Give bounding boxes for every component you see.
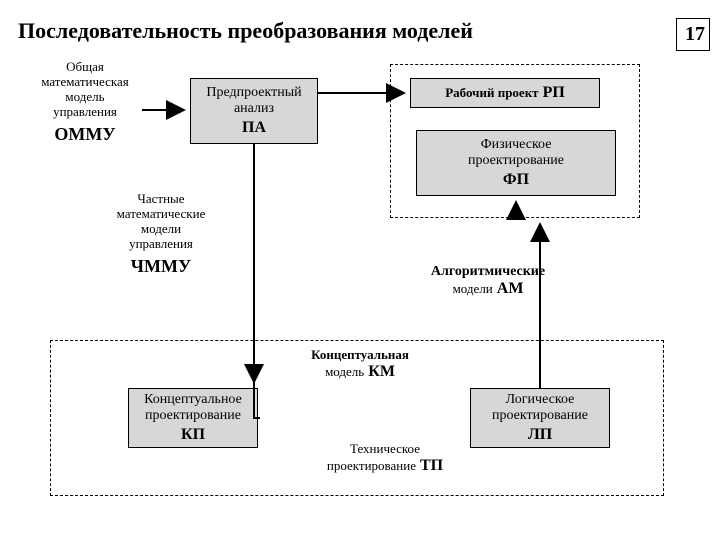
lp-abbrev: ЛП [528,425,552,444]
tp-line1: Техническое [300,442,470,457]
ommu-line4: управления [30,105,140,120]
ommu-line2: математическая [30,75,140,90]
kp-abbrev: КП [181,425,205,444]
lp-line2: проектирование [492,408,588,425]
pa-line2: анализ [234,101,274,118]
node-fp: Физическое проектирование ФП [416,130,616,196]
chmmu-line1: Частные [96,192,226,207]
ommu-line3: модель [30,90,140,105]
rp-prefix: Рабочий проект [445,85,538,101]
node-tp: Техническое проектирование ТП [300,442,470,475]
chmmu-abbrev: ЧММУ [96,256,226,277]
chmmu-line4: управления [96,237,226,252]
am-line1: Алгоритмические [398,264,578,280]
node-kp: Концептуальное проектирование КП [128,388,258,448]
page-title: Последовательность преобразования моделе… [18,18,473,44]
node-chmmu: Частные математические модели управления… [96,192,226,276]
am-line2-prefix: модели [453,281,493,296]
lp-line1: Логическое [506,392,575,409]
node-km: Концептуальная модель КМ [280,348,440,381]
page-number: 17 [676,18,710,51]
node-am: Алгоритмические модели АМ [398,264,578,298]
fp-line2: проектирование [468,153,564,170]
pa-abbrev: ПА [242,118,266,137]
tp-abbrev: ТП [420,457,443,474]
km-abbrev: КМ [368,363,395,380]
km-line1: Концептуальная [280,348,440,363]
ommu-abbrev: ОММУ [30,124,140,145]
km-line2: модель КМ [280,363,440,381]
ommu-line1: Общая [30,60,140,75]
am-line2: модели АМ [398,280,578,298]
rp-abbrev: РП [543,83,565,102]
node-rp: Рабочий проект РП [410,78,600,108]
pa-line1: Предпроектный [206,85,301,102]
km-line2-prefix: модель [325,364,364,379]
chmmu-line3: модели [96,222,226,237]
fp-abbrev: ФП [503,170,529,189]
fp-line1: Физическое [481,137,552,154]
kp-line2: проектирование [145,408,241,425]
chmmu-line2: математические [96,207,226,222]
tp-line2: проектирование ТП [300,457,470,475]
kp-line1: Концептуальное [144,392,242,409]
tp-line2-prefix: проектирование [327,458,416,473]
node-pa: Предпроектный анализ ПА [190,78,318,144]
am-abbrev: АМ [497,280,524,297]
node-ommu: Общая математическая модель управления О… [30,60,140,144]
node-lp: Логическое проектирование ЛП [470,388,610,448]
